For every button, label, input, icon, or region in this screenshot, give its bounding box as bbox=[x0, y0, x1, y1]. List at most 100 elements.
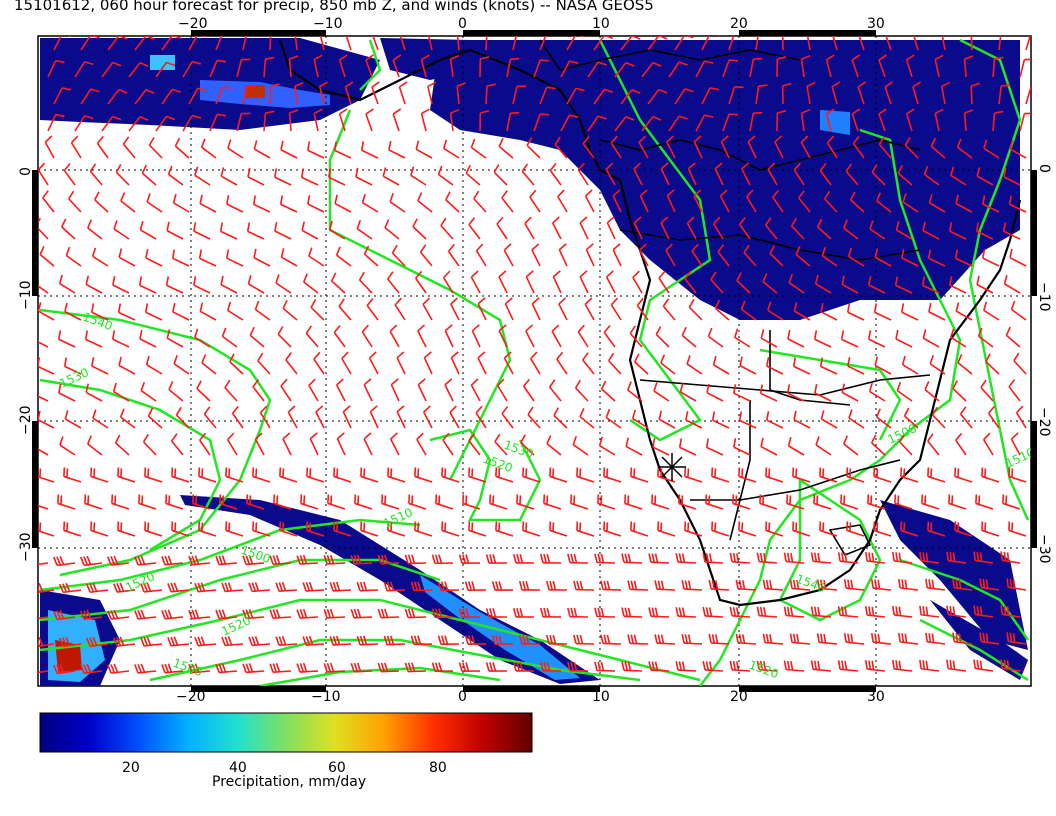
wind-barb bbox=[594, 553, 616, 564]
wind-barb bbox=[627, 580, 649, 591]
wind-barb bbox=[275, 636, 298, 647]
wind-barb bbox=[360, 467, 379, 483]
wind-barb bbox=[194, 166, 211, 186]
wind-barb bbox=[973, 551, 994, 564]
wind-barb bbox=[813, 330, 832, 348]
wind-barb bbox=[684, 271, 697, 294]
wind-barb bbox=[274, 222, 292, 240]
wind-barb bbox=[58, 384, 76, 402]
wind-barb bbox=[1019, 58, 1031, 78]
wind-barb bbox=[719, 189, 730, 213]
wind-barb bbox=[167, 582, 190, 593]
wind-barb bbox=[161, 663, 184, 674]
wind-barb bbox=[925, 632, 946, 645]
wind-barb bbox=[567, 607, 589, 618]
wind-barb bbox=[873, 521, 892, 537]
coastline-west-africa bbox=[278, 39, 1022, 607]
wind-barb bbox=[851, 108, 861, 132]
wind-barb bbox=[221, 582, 244, 593]
wind-barb bbox=[300, 168, 319, 186]
wind-barb bbox=[927, 249, 946, 267]
wind-barb bbox=[193, 222, 211, 240]
wind-barb bbox=[350, 608, 373, 619]
wind-barb bbox=[955, 302, 973, 321]
wind-barb bbox=[368, 351, 379, 375]
wind-barb bbox=[781, 82, 792, 105]
wind-barb bbox=[648, 553, 670, 564]
wind-barb bbox=[341, 351, 352, 375]
wind-barb bbox=[89, 163, 103, 186]
wind-barb bbox=[686, 355, 703, 375]
wind-barb bbox=[442, 139, 460, 159]
wind-barb bbox=[225, 467, 244, 483]
wind-barb bbox=[875, 408, 892, 429]
wind-barb bbox=[209, 59, 227, 78]
wind-barb bbox=[641, 115, 662, 132]
wind-barb bbox=[80, 36, 100, 51]
wind-barb bbox=[593, 36, 614, 51]
wind-barb bbox=[837, 606, 859, 618]
wind-barb bbox=[377, 554, 400, 565]
wind-barb bbox=[38, 521, 55, 537]
wind-barb bbox=[952, 380, 967, 402]
wind-barb bbox=[198, 249, 217, 267]
wind-barb bbox=[573, 580, 595, 591]
wind-barb bbox=[546, 435, 562, 456]
wind-barb bbox=[792, 357, 811, 375]
wind-barb bbox=[38, 583, 55, 594]
wind-barb bbox=[63, 521, 82, 537]
wind-barb bbox=[120, 192, 136, 213]
wind-barb bbox=[921, 276, 940, 294]
wind-barb bbox=[728, 36, 735, 51]
wind-barb bbox=[389, 193, 406, 213]
wind-barb bbox=[155, 61, 176, 78]
wind-barb bbox=[399, 36, 406, 51]
wind-barb bbox=[819, 357, 838, 375]
wind-barb bbox=[408, 494, 427, 510]
lat-tick-label: −10 bbox=[18, 280, 34, 310]
wind-barb bbox=[282, 432, 292, 456]
wind-barb bbox=[350, 662, 373, 673]
wind-barb bbox=[38, 341, 49, 348]
wind-barb bbox=[841, 383, 859, 402]
wind-barb bbox=[468, 521, 487, 537]
wind-barb bbox=[572, 435, 589, 456]
wind-barb bbox=[675, 607, 697, 618]
wind-barb bbox=[227, 139, 244, 159]
wind-barb bbox=[684, 521, 703, 537]
wind-barb bbox=[728, 86, 744, 105]
lon-tick-label: 0 bbox=[458, 16, 467, 32]
wind-barb bbox=[201, 354, 217, 375]
coastline-inner bbox=[599, 139, 921, 171]
wind-barb bbox=[612, 189, 622, 213]
wind-barb bbox=[58, 274, 76, 294]
wind-barb bbox=[269, 36, 272, 51]
wind-barb bbox=[876, 192, 892, 213]
wind-barb bbox=[166, 329, 184, 348]
wind-barb bbox=[566, 87, 585, 105]
wind-barb bbox=[873, 303, 892, 321]
wind-barb bbox=[955, 432, 967, 456]
wind-barb bbox=[431, 608, 454, 619]
wind-barb bbox=[253, 248, 271, 267]
wind-barb bbox=[475, 243, 487, 267]
wind-barb bbox=[900, 521, 919, 537]
wind-barb bbox=[52, 555, 76, 567]
wind-barb bbox=[832, 36, 838, 51]
wind-barb bbox=[449, 54, 460, 78]
wind-barb bbox=[638, 135, 649, 159]
wind-barb bbox=[707, 327, 724, 348]
wind-barb bbox=[323, 662, 346, 673]
wind-barb bbox=[539, 661, 562, 672]
wind-barb bbox=[633, 353, 649, 375]
wind-barb bbox=[641, 61, 662, 78]
wind-barb bbox=[982, 249, 1000, 267]
wind-barb bbox=[70, 135, 82, 159]
wind-barb bbox=[273, 494, 292, 510]
wind-barb bbox=[820, 410, 838, 429]
wind-barb bbox=[573, 634, 595, 645]
wind-barb bbox=[302, 581, 325, 592]
wind-barb bbox=[693, 135, 703, 159]
wind-barb bbox=[992, 56, 1004, 78]
wind-barb bbox=[203, 406, 217, 429]
